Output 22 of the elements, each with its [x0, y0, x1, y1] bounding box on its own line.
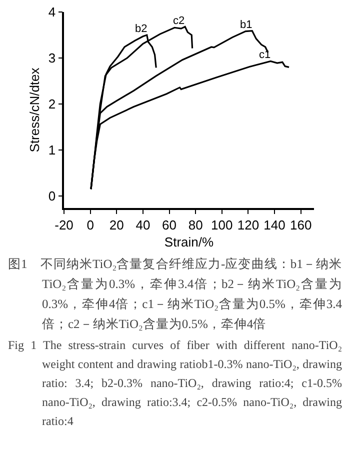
y-tick-label: 0: [48, 188, 56, 204]
x-tick-label: 100: [211, 217, 233, 232]
x-tick-label: 120: [237, 217, 260, 232]
x-tick-label: -20: [54, 217, 74, 232]
y-tick-label: 4: [48, 4, 56, 20]
series-label: c2: [173, 15, 185, 27]
x-tick-label: 0: [86, 217, 94, 232]
y-axis-title: Stress/cN/dtex: [26, 67, 42, 152]
x-tick-label: 20: [109, 217, 124, 232]
x-tick-label: 40: [136, 217, 150, 232]
x-tick-label: 60: [162, 217, 176, 232]
series-label: b1: [240, 19, 252, 31]
x-tick-label: 80: [188, 217, 203, 232]
x-tick-label: 140: [264, 217, 286, 232]
x-tick-label: 160: [290, 217, 312, 232]
caption: Fig 1 The stress-strain curves of fiber with different nano-TiO₂ weight content and drawing ratiob1-0.3% nano-TiO₂, drawing ratio: 3.4; b2-0.3% nano-TiO₂, drawing ratio:4; c1-0.5% nano-TiO₂, drawing ratio:3.4; c2-0.5% nano-TiO₂, drawing ratio:4: [8, 337, 342, 430]
caption: 图1 不同纳米TiO₂含量复合纤维应力-应变曲线：b1－纳米TiO₂含量为0.3%，牵伸3.4倍；b2－纳米TiO₂含量为0.3%，牵伸4倍；c1－纳米TiO₂含量为0.5%，牵伸3.4倍；c2－纳米TiO₂含量为0.5%，牵伸4倍: [8, 256, 342, 333]
y-tick-label: 3: [48, 50, 56, 66]
y-tick-label: 1: [48, 142, 56, 158]
series-label: b2: [135, 23, 148, 35]
y-tick-label: 2: [48, 96, 56, 112]
x-axis-title: Strain/%: [164, 234, 214, 250]
